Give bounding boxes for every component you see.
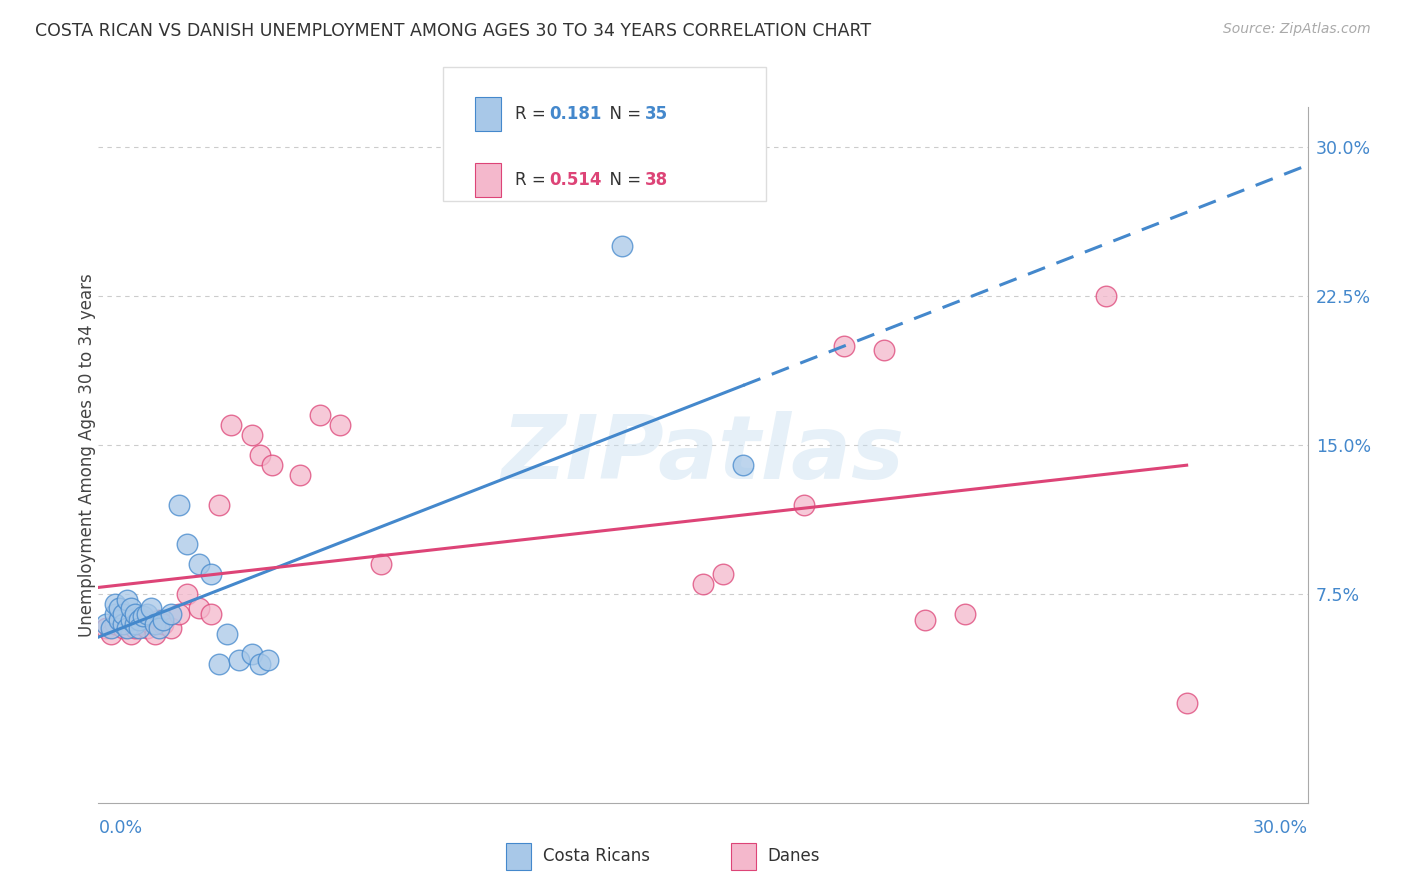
Point (873, 343, 896, 357)
Point (128, 613, 150, 627)
Point (953, 607, 976, 621)
Point (139, 616, 162, 631)
Point (329, 418, 352, 433)
Point (208, 657, 231, 671)
Point (120, 627, 142, 641)
Point (228, 653, 250, 667)
Point (309, 408, 332, 422)
Point (200, 607, 222, 621)
Point (143, 616, 166, 631)
Point (135, 607, 157, 621)
Point (260, 458, 283, 472)
Point (167, 498, 190, 512)
Text: 35: 35 (645, 105, 668, 123)
Point (139, 601, 162, 615)
Text: R =: R = (515, 105, 551, 123)
Point (160, 621, 183, 635)
Point (176, 537, 198, 551)
Point (1095, 289, 1118, 303)
Point (152, 616, 174, 631)
Point (132, 609, 155, 624)
Point (107, 601, 129, 615)
Point (96, 616, 118, 631)
Point (221, 418, 243, 433)
Point (249, 448, 271, 462)
Point (111, 607, 134, 621)
Text: 38: 38 (645, 171, 668, 189)
Point (152, 613, 174, 627)
Text: 30.0%: 30.0% (1253, 819, 1308, 837)
Point (914, 613, 936, 627)
Text: Costa Ricans: Costa Ricans (543, 847, 650, 865)
Point (128, 621, 150, 635)
Point (135, 621, 157, 635)
Text: Source: ZipAtlas.com: Source: ZipAtlas.com (1223, 22, 1371, 37)
Point (217, 627, 239, 641)
Text: 0.514: 0.514 (550, 171, 602, 189)
Point (240, 647, 263, 661)
Point (100, 627, 122, 641)
Point (107, 613, 129, 627)
Point (132, 613, 155, 627)
Text: 0.0%: 0.0% (98, 819, 142, 837)
Point (124, 616, 146, 631)
Point (256, 653, 278, 667)
Text: R =: R = (515, 171, 551, 189)
Point (143, 627, 166, 641)
Point (120, 613, 142, 627)
Point (100, 621, 122, 635)
Point (612, 239, 634, 253)
Text: N =: N = (599, 105, 647, 123)
Point (148, 613, 170, 627)
Point (1175, 697, 1198, 711)
Y-axis label: Unemployment Among Ages 30 to 34 years: Unemployment Among Ages 30 to 34 years (79, 273, 96, 637)
Point (176, 587, 198, 601)
Text: COSTA RICAN VS DANISH UNEMPLOYMENT AMONG AGES 30 TO 34 YEARS CORRELATION CHART: COSTA RICAN VS DANISH UNEMPLOYMENT AMONG… (35, 22, 872, 40)
Text: 0.181: 0.181 (550, 105, 602, 123)
Point (733, 458, 755, 472)
Point (188, 601, 211, 615)
Point (167, 607, 190, 621)
Point (832, 338, 855, 352)
Point (115, 621, 138, 635)
Text: N =: N = (599, 171, 647, 189)
Point (240, 428, 263, 442)
Point (111, 616, 134, 631)
Point (124, 621, 146, 635)
Point (208, 498, 231, 512)
Point (249, 657, 271, 671)
Text: Danes: Danes (768, 847, 820, 865)
Point (115, 593, 138, 607)
Point (103, 607, 125, 621)
Point (711, 567, 734, 582)
Point (103, 597, 125, 611)
Text: ZIPatlas: ZIPatlas (502, 411, 904, 499)
Point (96, 621, 118, 635)
Point (107, 613, 129, 627)
Point (160, 607, 183, 621)
Point (793, 498, 815, 512)
Point (103, 616, 125, 631)
Point (115, 616, 138, 631)
Point (120, 601, 142, 615)
Point (124, 607, 146, 621)
Point (128, 616, 150, 631)
Point (370, 558, 392, 572)
Point (692, 577, 714, 591)
Point (188, 558, 211, 572)
Point (200, 567, 222, 582)
Point (111, 621, 134, 635)
Point (288, 467, 311, 482)
Point (148, 621, 170, 635)
